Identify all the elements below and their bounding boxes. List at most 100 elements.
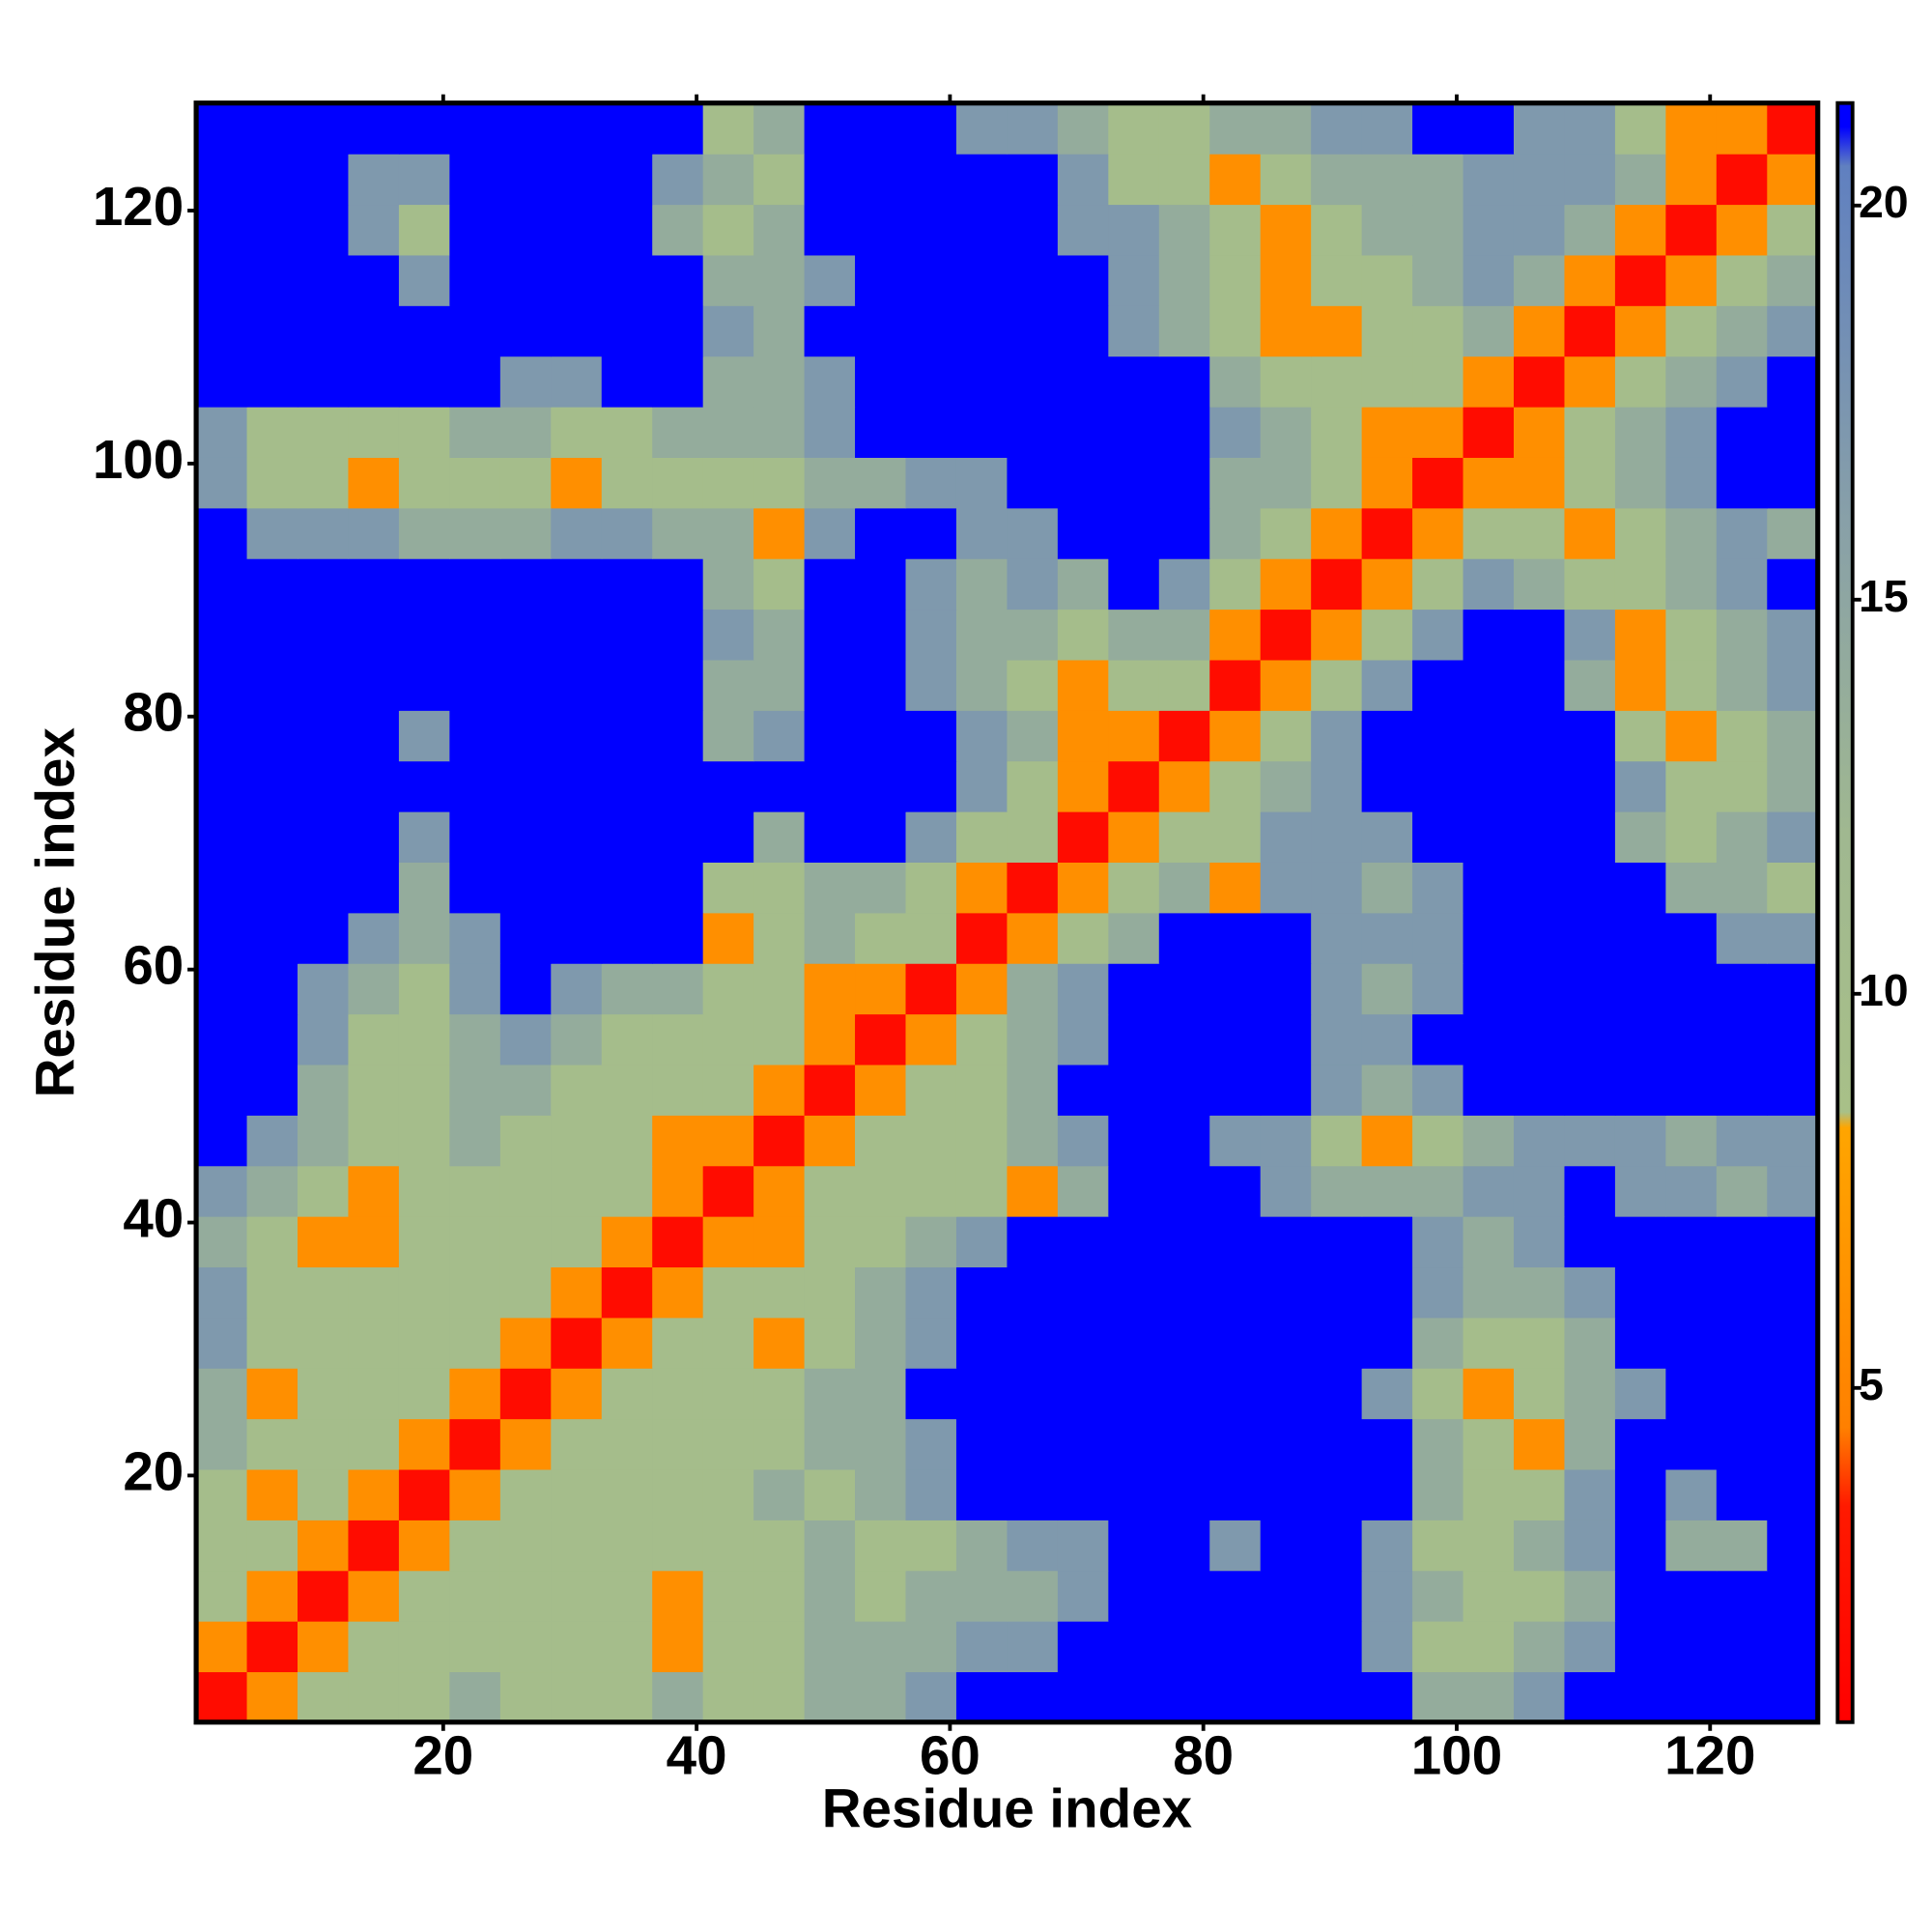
heatmap-cell bbox=[652, 558, 704, 611]
heatmap-cell bbox=[1665, 659, 1718, 711]
heatmap-cell bbox=[348, 1064, 400, 1116]
heatmap-cell bbox=[196, 760, 248, 812]
heatmap-cell bbox=[955, 1215, 1009, 1268]
heatmap-cell bbox=[1209, 1215, 1262, 1268]
heatmap-cell bbox=[348, 1621, 400, 1673]
heatmap-cell bbox=[196, 609, 248, 661]
heatmap-cell bbox=[246, 1317, 298, 1369]
heatmap-cell bbox=[499, 609, 552, 661]
heatmap-cell bbox=[1564, 204, 1616, 256]
heatmap-cell bbox=[1716, 609, 1768, 661]
heatmap-cell bbox=[855, 254, 907, 306]
heatmap-cell bbox=[1665, 1266, 1718, 1319]
heatmap-cell bbox=[449, 457, 501, 509]
heatmap-cell bbox=[1007, 507, 1059, 559]
heatmap-cell bbox=[601, 609, 653, 661]
heatmap-cell bbox=[1665, 1013, 1718, 1065]
heatmap-cell bbox=[855, 1418, 907, 1470]
heatmap-cell bbox=[1209, 254, 1262, 306]
heatmap-cell bbox=[955, 963, 1009, 1015]
heatmap-cell bbox=[298, 1418, 350, 1470]
heatmap-cell bbox=[1564, 1671, 1616, 1723]
heatmap-cell bbox=[1209, 810, 1262, 863]
heatmap-cell bbox=[1158, 1621, 1210, 1673]
heatmap-cell bbox=[1057, 507, 1109, 559]
heatmap-cell bbox=[1209, 710, 1262, 762]
heatmap-cell bbox=[398, 1064, 451, 1116]
heatmap-cell bbox=[804, 912, 856, 964]
heatmap-cell bbox=[955, 305, 1009, 357]
heatmap-cell bbox=[1767, 912, 1819, 964]
heatmap-cell bbox=[905, 609, 957, 661]
heatmap-cell bbox=[702, 760, 754, 812]
heatmap-cell bbox=[246, 254, 298, 306]
heatmap-cell bbox=[702, 1165, 754, 1217]
heatmap-cell bbox=[298, 1671, 350, 1723]
heatmap-cell bbox=[855, 1570, 907, 1622]
heatmap-cell bbox=[855, 558, 907, 611]
heatmap-cell bbox=[551, 355, 603, 408]
heatmap-cell bbox=[1463, 305, 1515, 357]
heatmap-cell bbox=[246, 1115, 298, 1167]
heatmap-cell bbox=[1260, 305, 1312, 357]
heatmap-cell bbox=[1108, 1215, 1160, 1268]
heatmap-cell bbox=[196, 1468, 248, 1520]
heatmap-cell bbox=[246, 810, 298, 863]
heatmap-cell bbox=[702, 558, 754, 611]
heatmap-cell bbox=[348, 1520, 400, 1572]
heatmap-cell bbox=[398, 406, 451, 458]
x-tick-label: 60 bbox=[920, 1724, 980, 1785]
heatmap-cell bbox=[348, 254, 400, 306]
heatmap-cell bbox=[551, 254, 603, 306]
heatmap-cell bbox=[1463, 1165, 1515, 1217]
heatmap-cell bbox=[905, 1165, 957, 1217]
heatmap-cell bbox=[702, 204, 754, 256]
heatmap-cell bbox=[551, 862, 603, 914]
heatmap-cell bbox=[1767, 1621, 1819, 1673]
heatmap-cell bbox=[398, 1115, 451, 1167]
heatmap-cell bbox=[1311, 204, 1363, 256]
heatmap-cell bbox=[1767, 1115, 1819, 1167]
heatmap-cell bbox=[804, 1115, 856, 1167]
heatmap-cell bbox=[753, 507, 806, 559]
heatmap-cell bbox=[196, 558, 248, 611]
heatmap-cell bbox=[1716, 507, 1768, 559]
heatmap-cell bbox=[905, 1317, 957, 1369]
heatmap-cell bbox=[398, 154, 451, 206]
heatmap-cell bbox=[1614, 912, 1667, 964]
heatmap-cell bbox=[1564, 710, 1616, 762]
heatmap-cell bbox=[1513, 102, 1566, 155]
heatmap-cell bbox=[551, 1115, 603, 1167]
heatmap-cell bbox=[398, 609, 451, 661]
heatmap-cell bbox=[652, 760, 704, 812]
heatmap-cell bbox=[449, 507, 501, 559]
heatmap-cell bbox=[196, 1215, 248, 1268]
heatmap-cell bbox=[702, 457, 754, 509]
x-tick-label: 20 bbox=[412, 1724, 473, 1785]
heatmap-cell bbox=[1260, 1570, 1312, 1622]
heatmap-cell bbox=[1665, 102, 1718, 155]
heatmap-cell bbox=[1057, 1013, 1109, 1065]
heatmap-cell bbox=[1260, 457, 1312, 509]
heatmap-cell bbox=[551, 1621, 603, 1673]
heatmap-cell bbox=[1716, 1165, 1768, 1217]
heatmap-cell bbox=[196, 659, 248, 711]
heatmap-cell bbox=[1767, 963, 1819, 1015]
heatmap-cell bbox=[804, 1215, 856, 1268]
heatmap-cell bbox=[348, 1165, 400, 1217]
heatmap-cell bbox=[196, 1266, 248, 1319]
heatmap-cell bbox=[1209, 1165, 1262, 1217]
heatmap-cell bbox=[652, 154, 704, 206]
heatmap-cell bbox=[196, 1317, 248, 1369]
heatmap-cell bbox=[1260, 1671, 1312, 1723]
heatmap-cell bbox=[1007, 1468, 1059, 1520]
y-tick-label: 100 bbox=[93, 429, 184, 490]
heatmap-cell bbox=[1158, 558, 1210, 611]
heatmap-cell bbox=[1108, 154, 1160, 206]
heatmap-cell bbox=[1057, 355, 1109, 408]
heatmap-cell bbox=[196, 810, 248, 863]
heatmap-cell bbox=[1260, 710, 1312, 762]
heatmap-cell bbox=[298, 254, 350, 306]
heatmap-cell bbox=[398, 355, 451, 408]
heatmap-cell bbox=[601, 457, 653, 509]
